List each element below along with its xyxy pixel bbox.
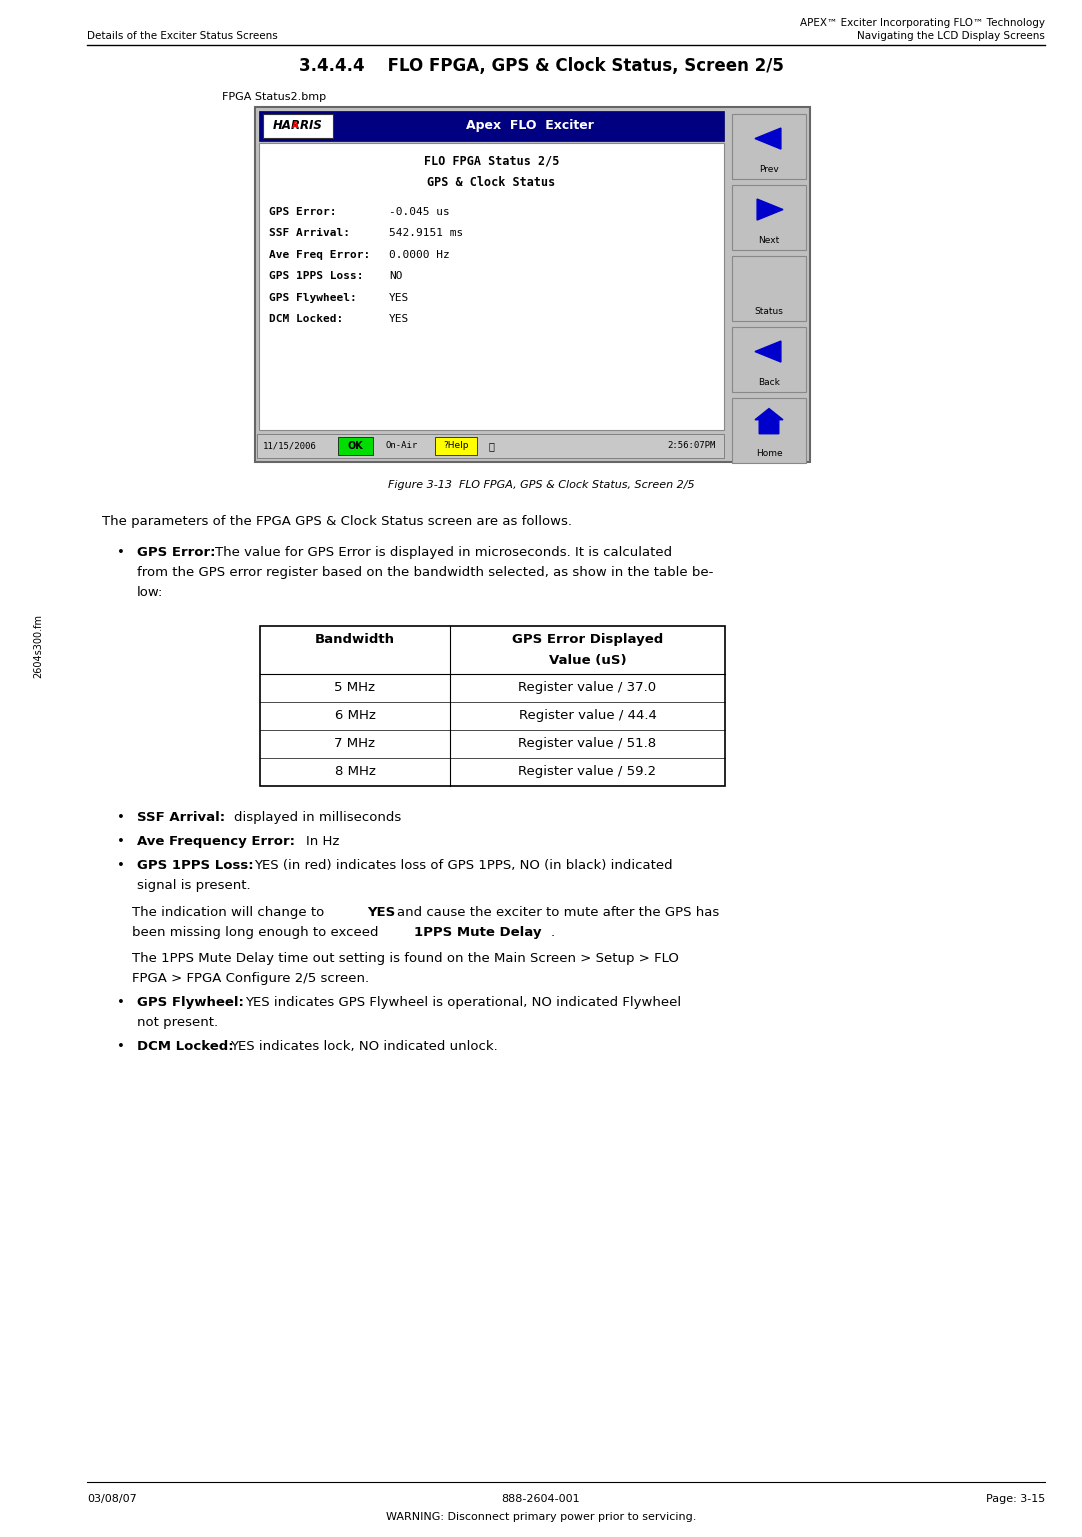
Text: DCM Locked:: DCM Locked: — [269, 315, 343, 324]
Text: Register value / 59.2: Register value / 59.2 — [518, 765, 657, 778]
Text: HARRIS: HARRIS — [273, 120, 322, 132]
FancyBboxPatch shape — [263, 114, 333, 138]
Text: -0.045 us: -0.045 us — [390, 207, 450, 217]
Text: The value for GPS Error is displayed in microseconds. It is calculated: The value for GPS Error is displayed in … — [215, 546, 672, 559]
Text: 1PPS Mute Delay: 1PPS Mute Delay — [414, 925, 541, 939]
Text: 🔒: 🔒 — [489, 441, 494, 450]
Text: GPS Error:: GPS Error: — [137, 546, 215, 559]
Text: Back: Back — [758, 378, 780, 387]
FancyBboxPatch shape — [733, 398, 806, 463]
Text: •: • — [117, 546, 124, 559]
Text: SSF Arrival:: SSF Arrival: — [137, 812, 225, 824]
Text: SSF Arrival:: SSF Arrival: — [269, 229, 349, 238]
Text: ?Help: ?Help — [444, 441, 469, 450]
Text: The parameters of the FPGA GPS & Clock Status screen are as follows.: The parameters of the FPGA GPS & Clock S… — [102, 515, 572, 529]
FancyBboxPatch shape — [733, 327, 806, 392]
Text: APEX™ Exciter Incorporating FLO™ Technology: APEX™ Exciter Incorporating FLO™ Technol… — [800, 18, 1045, 28]
Text: WARNING: Disconnect primary power prior to servicing.: WARNING: Disconnect primary power prior … — [386, 1512, 696, 1522]
FancyBboxPatch shape — [338, 437, 373, 455]
Text: .: . — [551, 925, 555, 939]
Text: GPS Error:: GPS Error: — [269, 207, 337, 217]
Text: Details of the Exciter Status Screens: Details of the Exciter Status Screens — [87, 31, 278, 41]
Polygon shape — [755, 409, 783, 433]
Text: In Hz: In Hz — [306, 835, 340, 848]
Polygon shape — [755, 128, 781, 149]
Text: YES indicates lock, NO indicated unlock.: YES indicates lock, NO indicated unlock. — [230, 1041, 498, 1053]
Text: The 1PPS Mute Delay time out setting is found on the Main Screen > Setup > FLO: The 1PPS Mute Delay time out setting is … — [132, 951, 678, 965]
Text: not present.: not present. — [137, 1016, 219, 1030]
Text: GPS Flywheel:: GPS Flywheel: — [137, 996, 243, 1010]
Text: GPS Error Displayed: GPS Error Displayed — [512, 633, 663, 646]
Polygon shape — [757, 200, 783, 220]
Text: YES: YES — [390, 315, 409, 324]
Text: FPGA Status2.bmp: FPGA Status2.bmp — [222, 92, 326, 101]
Text: 6 MHz: 6 MHz — [334, 709, 375, 722]
Text: 2:56:07PM: 2:56:07PM — [668, 441, 716, 450]
Text: YES: YES — [367, 905, 395, 919]
FancyBboxPatch shape — [733, 184, 806, 249]
Text: On-Air: On-Air — [385, 441, 418, 450]
FancyBboxPatch shape — [259, 111, 724, 141]
Text: Home: Home — [755, 449, 782, 458]
Text: 2604s300.fm: 2604s300.fm — [32, 613, 43, 678]
Text: YES (in red) indicates loss of GPS 1PPS, NO (in black) indicated: YES (in red) indicates loss of GPS 1PPS,… — [254, 859, 673, 871]
Text: and cause the exciter to mute after the GPS has: and cause the exciter to mute after the … — [397, 905, 720, 919]
Text: Bandwidth: Bandwidth — [315, 633, 395, 646]
Text: OK: OK — [347, 441, 364, 450]
Text: 5 MHz: 5 MHz — [334, 681, 375, 695]
Text: YES indicates GPS Flywheel is operational, NO indicated Flywheel: YES indicates GPS Flywheel is operationa… — [245, 996, 682, 1010]
Text: GPS Flywheel:: GPS Flywheel: — [269, 294, 357, 303]
Text: A: A — [292, 121, 299, 131]
Text: The indication will change to: The indication will change to — [132, 905, 329, 919]
Text: 888-2604-001: 888-2604-001 — [502, 1494, 580, 1505]
Text: 542.9151 ms: 542.9151 ms — [390, 229, 463, 238]
Text: GPS 1PPS Loss:: GPS 1PPS Loss: — [269, 272, 364, 281]
Text: been missing long enough to exceed: been missing long enough to exceed — [132, 925, 383, 939]
Text: DCM Locked:: DCM Locked: — [137, 1041, 234, 1053]
FancyBboxPatch shape — [255, 108, 810, 463]
Text: FLO FPGA Status 2/5: FLO FPGA Status 2/5 — [424, 155, 559, 168]
Text: YES: YES — [390, 294, 409, 303]
Text: Status: Status — [754, 306, 783, 315]
Text: displayed in milliseconds: displayed in milliseconds — [234, 812, 401, 824]
Text: NO: NO — [390, 272, 403, 281]
Text: Page: 3-15: Page: 3-15 — [986, 1494, 1045, 1505]
FancyBboxPatch shape — [733, 257, 806, 321]
Text: Ave Freq Error:: Ave Freq Error: — [269, 251, 370, 260]
Text: Register value / 51.8: Register value / 51.8 — [518, 738, 657, 750]
Text: Figure 3-13  FLO FPGA, GPS & Clock Status, Screen 2/5: Figure 3-13 FLO FPGA, GPS & Clock Status… — [387, 480, 695, 490]
FancyBboxPatch shape — [259, 143, 724, 430]
FancyBboxPatch shape — [435, 437, 477, 455]
Text: •: • — [117, 1041, 124, 1053]
Text: 0.0000 Hz: 0.0000 Hz — [390, 251, 450, 260]
FancyBboxPatch shape — [258, 433, 724, 458]
Text: •: • — [117, 835, 124, 848]
Text: Register value / 44.4: Register value / 44.4 — [518, 709, 657, 722]
Text: GPS 1PPS Loss:: GPS 1PPS Loss: — [137, 859, 253, 871]
Text: Register value / 37.0: Register value / 37.0 — [518, 681, 657, 695]
Text: Prev: Prev — [760, 164, 779, 174]
FancyBboxPatch shape — [733, 114, 806, 178]
Text: Next: Next — [758, 235, 780, 244]
Text: low:: low: — [137, 586, 163, 599]
Text: GPS & Clock Status: GPS & Clock Status — [427, 177, 556, 189]
Text: Ave Frequency Error:: Ave Frequency Error: — [137, 835, 295, 848]
Text: FPGA > FPGA Configure 2/5 screen.: FPGA > FPGA Configure 2/5 screen. — [132, 971, 369, 985]
Text: 11/15/2006: 11/15/2006 — [263, 441, 317, 450]
Polygon shape — [755, 341, 781, 363]
Text: •: • — [117, 812, 124, 824]
Text: Value (uS): Value (uS) — [549, 653, 626, 667]
Text: •: • — [117, 859, 124, 871]
Text: Navigating the LCD Display Screens: Navigating the LCD Display Screens — [857, 31, 1045, 41]
Text: 7 MHz: 7 MHz — [334, 738, 375, 750]
Text: 8 MHz: 8 MHz — [334, 765, 375, 778]
FancyBboxPatch shape — [260, 626, 725, 785]
Text: Apex  FLO  Exciter: Apex FLO Exciter — [465, 120, 593, 132]
Text: from the GPS error register based on the bandwidth selected, as show in the tabl: from the GPS error register based on the… — [137, 566, 713, 579]
Text: signal is present.: signal is present. — [137, 879, 251, 891]
Text: •: • — [117, 996, 124, 1010]
Text: 03/08/07: 03/08/07 — [87, 1494, 136, 1505]
Text: 3.4.4.4    FLO FPGA, GPS & Clock Status, Screen 2/5: 3.4.4.4 FLO FPGA, GPS & Clock Status, Sc… — [299, 57, 783, 75]
